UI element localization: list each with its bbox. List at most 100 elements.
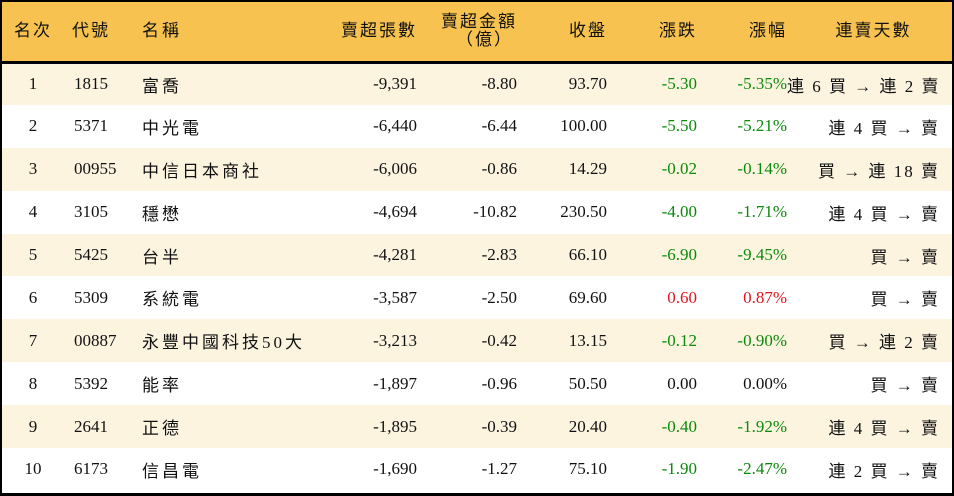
cell-net-sell-shares: -1,690 (373, 459, 417, 479)
cell-change-pct: 0.00% (743, 373, 787, 393)
header-code: 代號 (72, 21, 110, 41)
header-row: 名次 代號 名稱 賣超張數 賣超金額 （億） 收盤 漲跌 漲幅 連賣天數 (2, 2, 952, 62)
cell-rank: 3 (28, 159, 38, 179)
header-rank: 名次 (14, 21, 52, 41)
cell-code: 5392 (74, 373, 108, 393)
cell-net-sell-shares: -4,694 (373, 202, 417, 222)
cell-change-pct: -5.21% (737, 116, 787, 136)
cell-net-sell-amount: -0.96 (481, 373, 517, 393)
cell-name: 富喬 (142, 76, 182, 96)
cell-name: 台半 (142, 247, 182, 267)
cell-net-sell-amount: -2.50 (481, 287, 517, 307)
cell-code: 5371 (74, 116, 108, 136)
cell-name: 能率 (142, 376, 182, 396)
cell-close: 50.50 (568, 373, 607, 393)
cell-net-sell-shares: -4,281 (373, 245, 417, 264)
cell-close: 14.29 (568, 159, 607, 179)
cell-change: 0.60 (667, 287, 697, 307)
header-name: 名稱 (142, 21, 182, 41)
cell-streak: 連 6 買 → 連 2 賣 (787, 76, 941, 96)
table-row: 5 5425 台半 -4,281 -2.83 66.10 -6.90 -9.45… (2, 233, 952, 277)
cell-code: 00955 (74, 159, 117, 179)
cell-rank: 8 (28, 373, 38, 393)
cell-streak: 連 4 買 → 賣 (828, 118, 940, 138)
cell-rank: 5 (28, 245, 38, 264)
cell-change: -0.40 (661, 416, 697, 436)
cell-net-sell-amount: -0.42 (481, 330, 517, 350)
table-row: 2 5371 中光電 -6,440 -6.44 100.00 -5.50 -5.… (2, 104, 952, 148)
cell-streak: 連 2 買 → 賣 (828, 461, 940, 481)
cell-close: 13.15 (568, 330, 607, 350)
cell-streak: 買 → 賣 (870, 247, 940, 267)
cell-net-sell-amount: -0.39 (481, 416, 517, 436)
cell-code: 1815 (74, 74, 108, 94)
cell-net-sell-shares: -6,440 (373, 116, 417, 136)
cell-close: 75.10 (568, 459, 607, 479)
cell-net-sell-amount: -10.82 (473, 202, 517, 222)
header-change: 漲跌 (659, 21, 697, 41)
cell-name: 永豐中國科技50大 (142, 333, 305, 353)
cell-code: 00887 (74, 330, 117, 350)
cell-streak: 買 → 連 2 賣 (828, 333, 940, 353)
table-row: 6 5309 系統電 -3,587 -2.50 69.60 0.60 0.87%… (2, 276, 952, 320)
cell-net-sell-shares: -1,895 (373, 416, 417, 436)
cell-close: 100.00 (560, 116, 607, 136)
cell-change: -4.00 (661, 202, 697, 222)
cell-streak: 連 4 買 → 賣 (828, 419, 940, 439)
cell-change-pct: -1.92% (737, 416, 787, 436)
cell-change-pct: -0.14% (737, 159, 787, 179)
cell-name: 信昌電 (142, 461, 202, 481)
cell-change-pct: 0.87% (743, 287, 787, 307)
cell-code: 2641 (74, 416, 108, 436)
header-close: 收盤 (569, 21, 607, 41)
table-row: 1 1815 富喬 -9,391 -8.80 93.70 -5.30 -5.35… (2, 62, 952, 105)
cell-name: 正德 (142, 419, 182, 439)
cell-rank: 9 (28, 416, 38, 436)
cell-rank: 2 (28, 116, 38, 136)
cell-rank: 4 (28, 202, 38, 222)
table-row: 10 6173 信昌電 -1,690 -1.27 75.10 -1.90 -2.… (2, 448, 952, 491)
table-row: 7 00887 永豐中國科技50大 -3,213 -0.42 13.15 -0.… (2, 319, 952, 363)
cell-rank: 6 (28, 287, 38, 307)
cell-close: 66.10 (568, 245, 607, 264)
header-net-sell-amount: 賣超金額 （億） (417, 2, 517, 62)
cell-name: 穩懋 (142, 204, 182, 224)
cell-change: 0.00 (667, 373, 697, 393)
header-net-sell-amount-line2: （億） (456, 30, 513, 50)
cell-change: -5.30 (661, 74, 697, 94)
cell-change-pct: -1.71% (737, 202, 787, 222)
cell-net-sell-amount: -2.83 (481, 245, 517, 264)
cell-change-pct: -0.90% (737, 330, 787, 350)
cell-change-pct: -5.35% (737, 74, 787, 94)
cell-rank: 7 (28, 330, 38, 350)
cell-name: 中信日本商社 (142, 161, 262, 181)
cell-net-sell-shares: -3,213 (373, 330, 417, 350)
cell-net-sell-shares: -9,391 (373, 74, 417, 94)
cell-code: 5425 (74, 245, 108, 264)
table-body: 1 1815 富喬 -9,391 -8.80 93.70 -5.30 -5.35… (2, 62, 952, 491)
cell-streak: 買 → 賣 (870, 376, 940, 396)
cell-name: 系統電 (142, 290, 202, 310)
table-header: 名次 代號 名稱 賣超張數 賣超金額 （億） 收盤 漲跌 漲幅 連賣天數 (2, 2, 952, 62)
cell-close: 20.40 (568, 416, 607, 436)
cell-streak: 買 → 賣 (870, 290, 940, 310)
cell-net-sell-amount: -6.44 (481, 116, 517, 136)
cell-net-sell-amount: -0.86 (481, 159, 517, 179)
table-row: 3 00955 中信日本商社 -6,006 -0.86 14.29 -0.02 … (2, 147, 952, 191)
cell-rank: 10 (24, 459, 42, 479)
cell-streak: 買 → 連 18 賣 (818, 161, 940, 181)
cell-net-sell-amount: -1.27 (481, 459, 517, 479)
cell-change: -0.12 (661, 330, 697, 350)
table-row: 9 2641 正德 -1,895 -0.39 20.40 -0.40 -1.92… (2, 405, 952, 449)
cell-close: 69.60 (568, 287, 607, 307)
cell-name: 中光電 (142, 118, 202, 138)
cell-net-sell-shares: -6,006 (373, 159, 417, 179)
table-row: 8 5392 能率 -1,897 -0.96 50.50 0.00 0.00% … (2, 362, 952, 406)
cell-code: 6173 (74, 459, 108, 479)
header-net-sell-amount-line1: 賣超金額 (441, 12, 517, 32)
cell-change-pct: -9.45% (737, 245, 787, 264)
cell-change: -0.02 (661, 159, 697, 179)
cell-streak: 連 4 買 → 賣 (828, 204, 940, 224)
